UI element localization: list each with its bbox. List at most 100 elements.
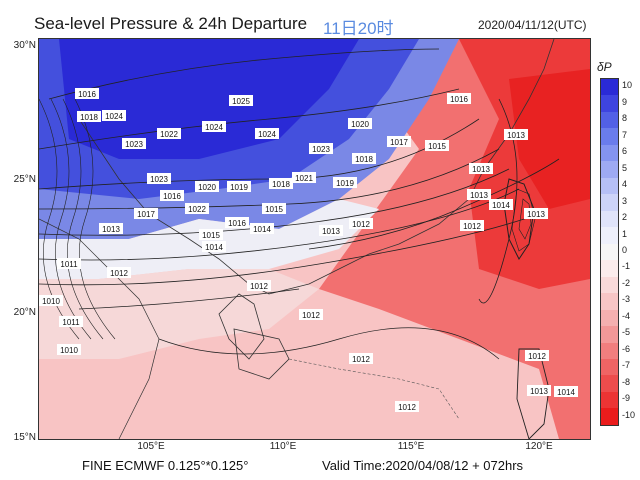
colorbar-label: 2 [622,212,628,223]
colorbar-label: -3 [622,294,631,305]
isobar-label: 1019 [336,179,354,188]
isobar-label: 1012 [528,352,546,361]
isobar-label: 1014 [253,225,271,234]
colorbar-label: -8 [622,376,631,387]
colorbar-cell [601,111,618,129]
isobar-label: 1022 [188,205,206,214]
isobar-label: 1015 [428,142,446,151]
isobar-label: 1012 [110,269,128,278]
isobar-label: 1012 [250,282,268,291]
isobar-label-box [157,128,181,139]
isobar-label: 1024 [105,112,123,121]
isobar-label-box [527,385,551,396]
pressure-map-canvas: 1016 1018 1024 1025 1024 1022 1023 1024 1023 1022… [39,39,590,439]
isobar-label: 1020 [351,120,369,129]
colorbar-label: 0 [622,245,628,255]
isobar-label-box [349,353,373,364]
colorbar-label: 3 [622,195,628,206]
isobar-label: 1023 [312,145,330,154]
isobar-label-box [229,95,253,106]
isobar-label-box [57,258,81,269]
colorbar [600,78,619,426]
colorbar-cell [601,309,618,327]
isobar-label-box [387,136,411,147]
isobar-label: 1016 [228,219,246,228]
lat-tick-30n: 30°N [13,40,36,51]
isobar-label: 1011 [62,318,80,327]
isobar-label-box [99,223,123,234]
model-label: FINE ECMWF 0.125°*0.125° [82,458,249,473]
colorbar-label: 10 [622,80,633,91]
isobar-label-box [395,401,419,412]
isobar-label-box [39,295,63,306]
colorbar-cell [601,177,618,195]
colorbar-cell [601,128,618,145]
isobar-label: 1014 [492,201,510,210]
lon-tick-105e: 105°E [137,441,165,452]
isobar-label-box [227,181,251,192]
colorbar-cell [601,79,618,96]
isobar-label-box [134,208,158,219]
colorbar-cell [601,194,618,211]
colorbar-cell [601,260,618,277]
pressure-map[interactable]: 1016 1018 1024 1025 1024 1022 1023 1024 1023 1022… [38,38,591,440]
isobar-label: 1010 [60,346,78,355]
isobar-label: 1012 [398,403,416,412]
isobar-label-box [250,223,274,234]
colorbar-label: -9 [622,393,631,404]
isobar-label: 1017 [137,210,155,219]
isobar-label-box [262,203,286,214]
isobar-label: 1013 [527,210,545,219]
colorbar-cell [601,408,618,425]
isobar-label: 1013 [472,165,490,174]
isobar-label: 1013 [470,191,488,200]
isobar-label-box [247,280,271,291]
utc-datetime: 2020/04/11/12(UTC) [478,18,587,32]
isobar-label: 1011 [60,260,78,269]
isobar-label-box [202,241,226,252]
isobar-label-box [348,118,372,129]
isobar-label-box [57,344,81,355]
colorbar-label: 1 [622,228,628,239]
isobar-label: 1018 [80,113,98,122]
isobar-label-box [489,199,513,210]
isobar-label: 1012 [352,355,370,364]
isobar-label-box [225,217,249,228]
isobar-label: 1023 [125,140,143,149]
isobar-label-box [467,189,491,200]
isobar-label-box [319,225,343,236]
colorbar-label: -10 [622,409,636,420]
isobar-label-box [299,309,323,320]
colorbar-cell [601,358,618,376]
colorbar-label: -7 [622,360,631,371]
isobar-label-box [122,138,146,149]
colorbar-cell [601,375,618,392]
isobar-label: 1021 [295,174,313,183]
isobar-label: 1013 [322,227,340,236]
colorbar-cell [601,276,618,294]
isobar-label-box [185,203,209,214]
isobar-label-box [107,267,131,278]
isobar-label: 1018 [272,180,290,189]
isobar-label: 1013 [507,131,525,140]
isobar-label-box [147,173,171,184]
isobar-label: 1015 [202,231,220,240]
lat-tick-20n: 20°N [13,307,36,318]
isobar-label-box [447,93,471,104]
colorbar-cell [601,210,618,228]
isobar-label: 1010 [42,297,60,306]
isobar-label-box [352,153,376,164]
colorbar-label: 4 [622,179,628,190]
colorbar-cell [601,95,618,112]
colorbar-cell [601,342,618,359]
isobar-label-box [59,316,83,327]
isobar-label-box [349,218,373,229]
isobar-label-box [525,350,549,361]
isobar-label-box [504,129,528,140]
isobar-label: 1014 [557,388,575,397]
lat-tick-25n: 25°N [13,174,36,185]
colorbar-label: -1 [622,261,631,272]
isobar-label-box [524,208,548,219]
colorbar-cell [601,243,618,261]
colorbar-cell [601,144,618,162]
